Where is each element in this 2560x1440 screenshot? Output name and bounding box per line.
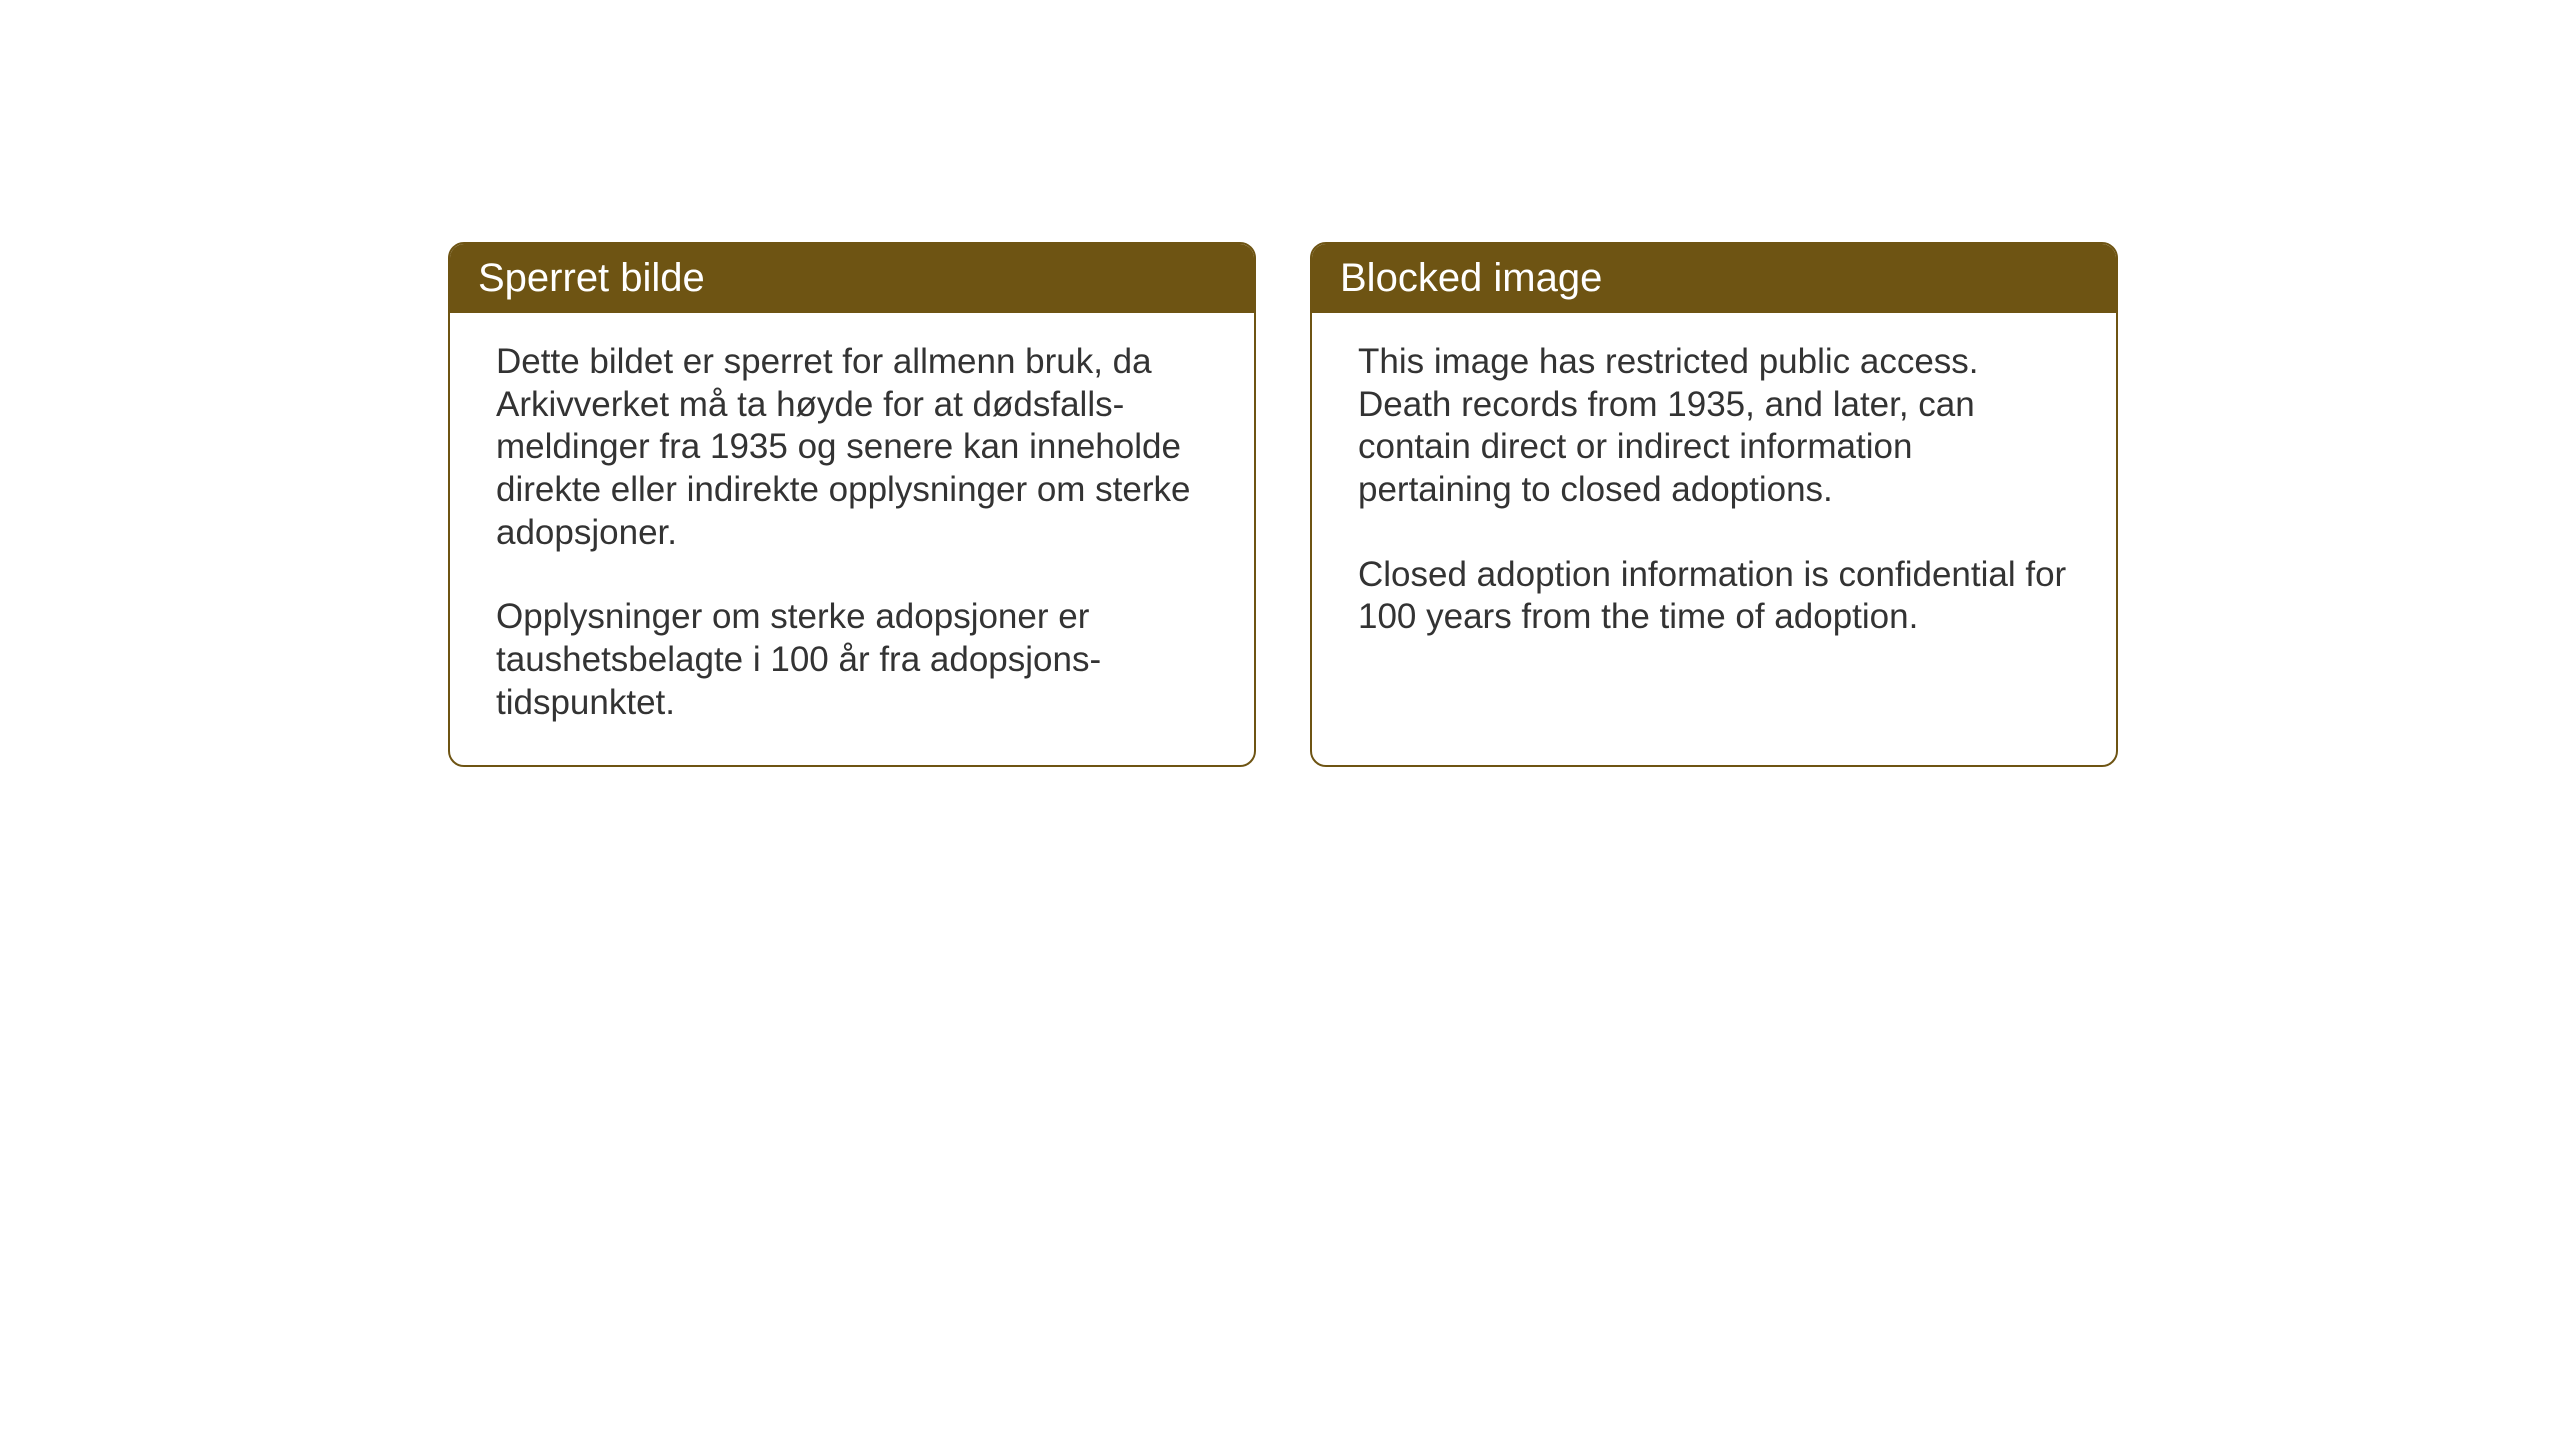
card-body-english: This image has restricted public access.… — [1312, 313, 2116, 679]
card-paragraph-2-norwegian: Opplysninger om sterke adopsjoner er tau… — [496, 596, 1208, 724]
notice-card-english: Blocked image This image has restricted … — [1310, 242, 2118, 767]
card-paragraph-2-english: Closed adoption information is confident… — [1358, 554, 2070, 639]
card-body-norwegian: Dette bildet er sperret for allmenn bruk… — [450, 313, 1254, 765]
card-title-english: Blocked image — [1340, 256, 1602, 300]
card-header-english: Blocked image — [1312, 244, 2116, 313]
notice-container: Sperret bilde Dette bildet er sperret fo… — [448, 242, 2118, 767]
card-paragraph-1-norwegian: Dette bildet er sperret for allmenn bruk… — [496, 341, 1208, 554]
card-paragraph-1-english: This image has restricted public access.… — [1358, 341, 2070, 512]
card-header-norwegian: Sperret bilde — [450, 244, 1254, 313]
notice-card-norwegian: Sperret bilde Dette bildet er sperret fo… — [448, 242, 1256, 767]
card-title-norwegian: Sperret bilde — [478, 256, 705, 300]
